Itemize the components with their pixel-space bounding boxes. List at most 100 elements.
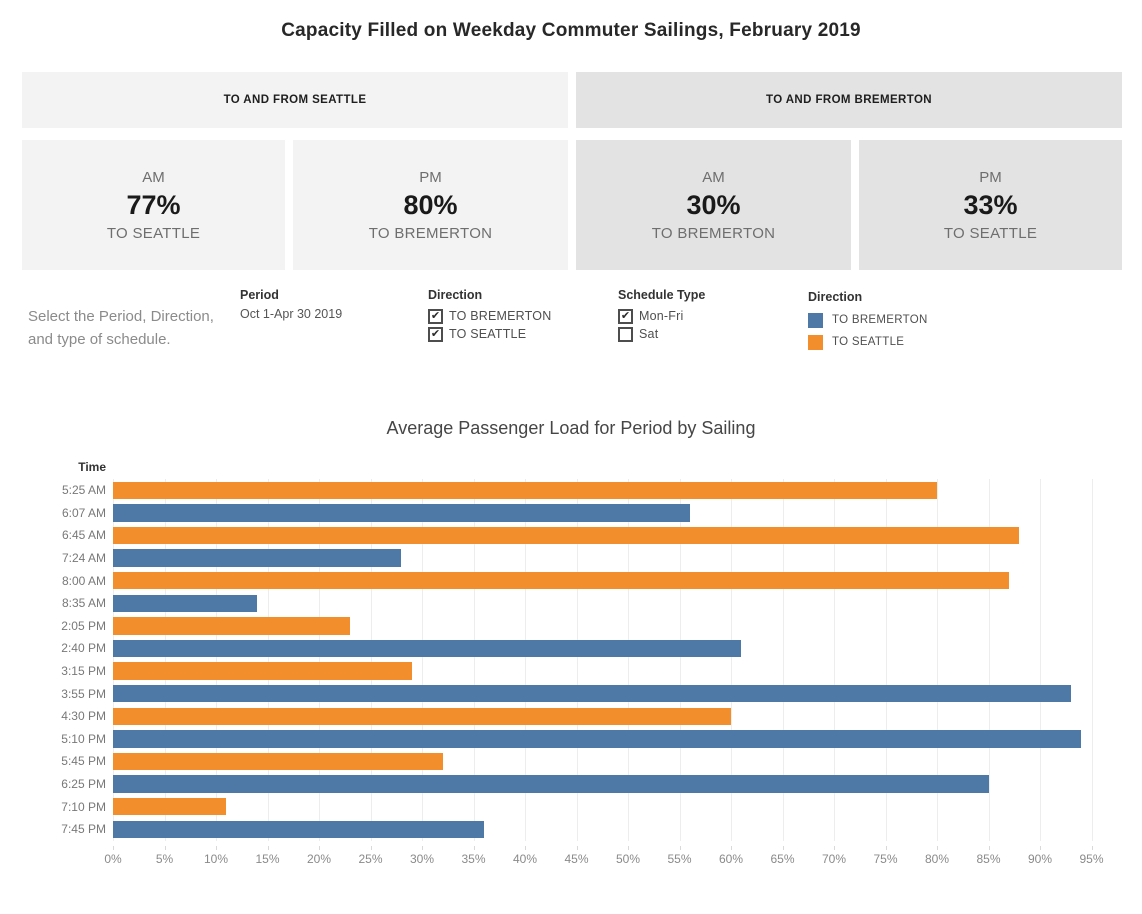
- kpi-period: AM: [142, 168, 165, 186]
- legend-swatch-icon[interactable]: [808, 312, 823, 328]
- gridline: [525, 479, 526, 841]
- gridline: [937, 479, 938, 841]
- x-tick-label: 0%: [104, 852, 122, 866]
- y-tick-label: 7:24 AM: [61, 551, 106, 566]
- y-tick-label: 7:45 PM: [61, 822, 106, 837]
- tick-mark: [731, 846, 732, 850]
- filter-option-mon-fri[interactable]: ✔ Mon-Fri: [618, 307, 705, 325]
- checkbox-label: Mon-Fri: [639, 309, 684, 323]
- filter-option-sat[interactable]: Sat: [618, 325, 705, 343]
- plot-area: [113, 479, 1103, 841]
- schedule-type-filter-label: Schedule Type: [618, 288, 706, 302]
- gridline: [319, 479, 320, 841]
- x-tick-label: 65%: [770, 852, 795, 866]
- gridline: [164, 479, 166, 841]
- filter-option-to-seattle[interactable]: ✔ TO SEATTLE: [428, 325, 551, 343]
- tick-mark: [473, 846, 475, 850]
- x-tick-label: 50%: [615, 852, 641, 866]
- x-tick-label: 95%: [1079, 852, 1104, 866]
- bar-5-45-pm[interactable]: [113, 752, 443, 771]
- checkbox-label: TO SEATTLE: [449, 327, 527, 341]
- kpi-value: 80%: [403, 189, 458, 220]
- filter-row: Select the Period, Direction, and type o…: [0, 285, 1142, 405]
- x-axis: 0% 5% 10% 15% 20% 25% 30% 35% 40% 45% 50% 55% 60% 65%…: [104, 846, 1104, 866]
- period-filter: Period Oct 1-Apr 30 2019: [240, 288, 342, 321]
- tick-mark: [319, 846, 320, 850]
- gridline: [1091, 479, 1093, 841]
- banner-row: TO AND FROM SEATTLE TO AND FROM BREMERTO…: [22, 72, 1122, 128]
- gridline: [988, 479, 990, 841]
- legend-item-label: TO BREMERTON: [832, 314, 928, 326]
- tick-mark: [1040, 846, 1041, 850]
- gridline: [731, 479, 732, 841]
- legend-item-to-bremerton[interactable]: TO BREMERTON: [808, 309, 928, 331]
- x-tick-label: 60%: [718, 852, 744, 866]
- checkbox-unchecked-icon[interactable]: [618, 326, 633, 342]
- kpi-period: AM: [702, 168, 725, 186]
- y-tick-label: 8:35 AM: [61, 596, 106, 611]
- period-filter-label: Period: [240, 288, 279, 302]
- bar-3-15-pm[interactable]: [113, 662, 412, 680]
- bar-7-45-pm[interactable]: [113, 820, 484, 838]
- x-tick-label: 40%: [512, 852, 538, 866]
- bar-8-35-am[interactable]: [113, 594, 258, 612]
- x-tick-label: 75%: [873, 852, 898, 866]
- kpi-direction: TO SEATTLE: [943, 224, 1038, 242]
- y-tick-label: 8:00 AM: [61, 573, 106, 588]
- bar-6-07-am[interactable]: [113, 504, 690, 522]
- x-tick-label: 90%: [1027, 852, 1053, 866]
- legend-item-to-seattle[interactable]: TO SEATTLE: [808, 331, 928, 353]
- tick-mark: [834, 846, 835, 850]
- tick-mark: [525, 846, 526, 850]
- bar-5-10-pm[interactable]: [113, 730, 1082, 748]
- bar-8-00-am[interactable]: [113, 571, 1010, 590]
- kpi-value: 77%: [126, 189, 181, 220]
- bar-6-45-am[interactable]: [113, 526, 1020, 545]
- y-tick-label: 2:05 PM: [61, 618, 106, 633]
- y-tick-label: 6:25 PM: [61, 777, 106, 792]
- kpi-row: AM 77% TO SEATTLE PM 80% TO BREMERTON AM…: [22, 140, 1122, 270]
- bar-5-25-am[interactable]: [113, 481, 937, 499]
- period-filter-value[interactable]: Oct 1-Apr 30 2019: [240, 307, 343, 321]
- y-tick-label: 3:15 PM: [61, 664, 106, 679]
- bar-7-24-am[interactable]: [113, 549, 402, 567]
- y-tick-label: 4:30 PM: [61, 709, 106, 724]
- direction-filter: Direction ✔ TO BREMERTON ✔ TO SEATTLE: [428, 288, 551, 343]
- tick-mark: [885, 846, 887, 850]
- bar-4-30-pm[interactable]: [113, 707, 731, 725]
- x-tick-label: 70%: [821, 852, 847, 866]
- kpi-card-pm-to-seattle: PM 33% TO SEATTLE: [859, 140, 1122, 270]
- tick-mark: [1091, 846, 1093, 850]
- gridline: [628, 479, 629, 841]
- legend-item-label: TO SEATTLE: [832, 336, 905, 348]
- bar-2-40-pm[interactable]: [113, 639, 742, 658]
- x-tick-label: 85%: [976, 852, 1001, 866]
- filter-option-to-bremerton[interactable]: ✔ TO BREMERTON: [428, 307, 551, 325]
- tick-mark: [988, 846, 990, 850]
- y-tick-label: 7:10 PM: [61, 799, 106, 814]
- bar-7-10-pm[interactable]: [113, 797, 227, 816]
- bar-3-55-pm[interactable]: [113, 684, 1071, 703]
- checkbox-label: TO BREMERTON: [449, 309, 552, 323]
- checkbox-checked-icon[interactable]: ✔: [618, 308, 633, 324]
- tick-mark: [782, 846, 784, 850]
- x-tick-label: 80%: [924, 852, 950, 866]
- x-tick-label: 15%: [255, 852, 280, 866]
- tick-mark: [370, 846, 372, 850]
- checkbox-checked-icon[interactable]: ✔: [428, 308, 443, 324]
- gridline: [216, 479, 217, 841]
- kpi-direction: TO SEATTLE: [106, 224, 201, 242]
- kpi-card-pm-to-bremerton: PM 80% TO BREMERTON: [293, 140, 568, 270]
- schedule-type-filter: Schedule Type ✔ Mon-Fri Sat: [618, 288, 705, 343]
- legend-items: TO BREMERTON TO SEATTLE: [808, 309, 928, 353]
- x-tick-label: 45%: [564, 852, 589, 866]
- bar-2-05-pm[interactable]: [113, 617, 350, 635]
- chart-title: Average Passenger Load for Period by Sai…: [386, 418, 756, 438]
- y-tick-label: 5:10 PM: [61, 731, 106, 746]
- gridline: [576, 479, 578, 841]
- y-tick-label: 6:07 AM: [61, 505, 106, 520]
- legend-swatch-icon[interactable]: [808, 334, 823, 350]
- bar-6-25-pm[interactable]: [113, 775, 989, 793]
- checkbox-checked-icon[interactable]: ✔: [428, 326, 443, 342]
- gridline: [782, 479, 784, 841]
